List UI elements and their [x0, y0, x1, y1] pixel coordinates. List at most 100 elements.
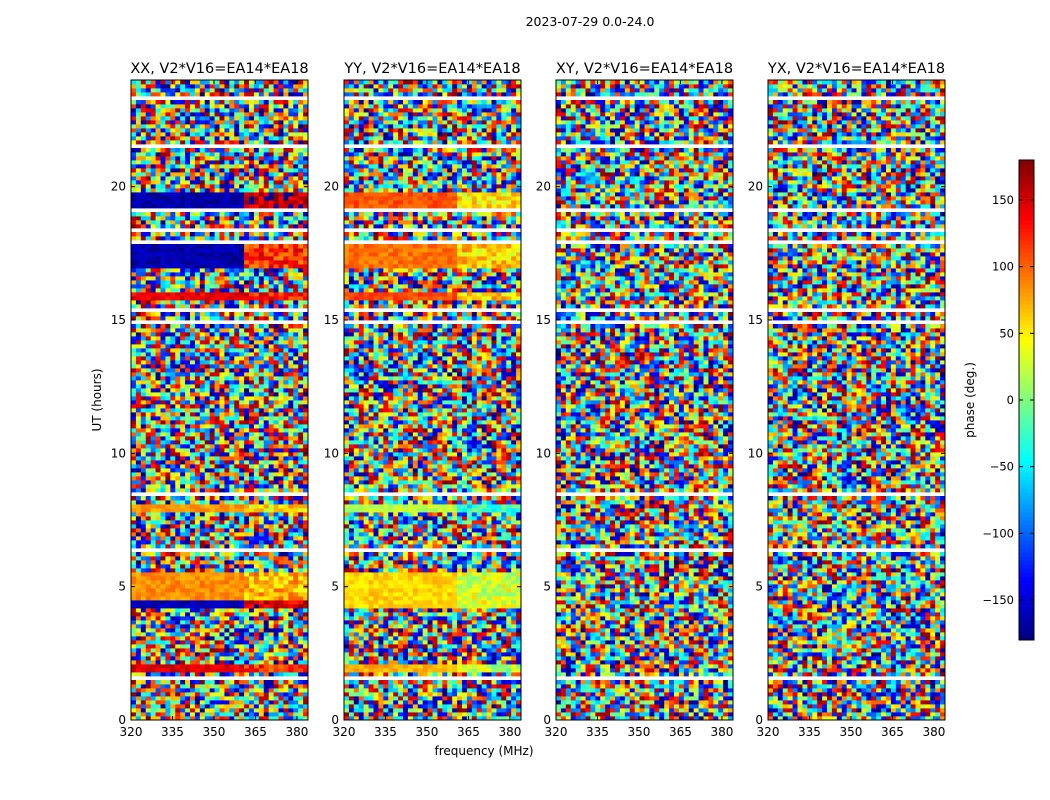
heatmap-cell — [268, 164, 274, 169]
heatmap-cell — [253, 232, 260, 237]
heatmap-cell — [273, 612, 279, 617]
heatmap-cell — [288, 444, 294, 449]
heatmap-cell — [199, 568, 206, 573]
heatmap-cell — [175, 312, 181, 317]
heatmap-cell — [244, 660, 250, 665]
heatmap-cell — [185, 700, 191, 705]
heatmap-cell — [298, 616, 304, 621]
heatmap-cell — [224, 576, 230, 581]
heatmap-cell — [303, 684, 308, 689]
heatmap-cell — [180, 452, 186, 457]
heatmap-cell — [155, 692, 161, 697]
heatmap-cell — [244, 220, 250, 225]
heatmap-cell — [155, 152, 161, 157]
heatmap-cell — [131, 552, 137, 557]
heatmap-cell — [204, 364, 211, 369]
heatmap-cell — [303, 288, 308, 293]
heatmap-cell — [185, 528, 191, 533]
heatmap-cell — [185, 484, 191, 489]
heatmap-cell — [175, 168, 181, 173]
heatmap-cell — [170, 148, 176, 153]
heatmap-cell — [145, 408, 152, 413]
heatmap-cell — [253, 444, 260, 449]
heatmap-cell — [160, 464, 166, 469]
heatmap-cell — [234, 148, 240, 153]
heatmap-cell — [170, 200, 176, 205]
heatmap-cell — [170, 552, 176, 557]
heatmap-cell — [234, 272, 240, 277]
heatmap-cell — [131, 212, 137, 217]
heatmap-cell — [268, 428, 274, 433]
heatmap-cell — [249, 408, 255, 413]
heatmap-cell — [288, 356, 294, 361]
heatmap-cell — [160, 260, 166, 265]
heatmap-cell — [190, 664, 196, 669]
heatmap-cell — [150, 540, 156, 545]
heatmap-cell — [175, 204, 181, 209]
heatmap-cell — [209, 368, 215, 373]
heatmap-cell — [283, 288, 289, 293]
heatmap-cell — [140, 508, 147, 513]
heatmap-cell — [209, 196, 215, 201]
heatmap-cell — [283, 192, 289, 197]
heatmap-cell — [229, 504, 235, 509]
heatmap-cell — [160, 376, 166, 381]
heatmap-cell — [175, 664, 181, 669]
heatmap-cell — [190, 656, 196, 661]
heatmap-cell — [263, 436, 270, 441]
heatmap-cell — [170, 592, 176, 597]
heatmap-cell — [204, 692, 211, 697]
heatmap-cell — [131, 436, 137, 441]
heatmap-cell — [278, 304, 284, 309]
heatmap-cell — [219, 268, 225, 273]
heatmap-cell — [273, 284, 279, 289]
heatmap-cell — [155, 368, 161, 373]
heatmap-cell — [145, 188, 152, 193]
heatmap-cell — [249, 300, 255, 305]
heatmap-cell — [209, 584, 215, 589]
heatmap-cell — [219, 220, 225, 225]
heatmap-cell — [293, 480, 299, 485]
heatmap-cell — [288, 656, 294, 661]
heatmap-cell — [185, 628, 191, 633]
heatmap-cell — [135, 684, 142, 689]
heatmap-cell — [204, 280, 211, 285]
heatmap-cell — [214, 400, 220, 405]
heatmap-cell — [249, 172, 255, 177]
heatmap-cell — [293, 468, 299, 473]
heatmap-cell — [288, 672, 294, 677]
heatmap-cell — [298, 580, 304, 585]
heatmap-cell — [175, 500, 181, 505]
heatmap-cell — [140, 284, 147, 289]
heatmap-cell — [258, 364, 265, 369]
heatmap-cell — [199, 592, 206, 597]
heatmap-cell — [298, 544, 304, 549]
heatmap-cell — [204, 152, 211, 157]
heatmap-cell — [165, 708, 171, 713]
heatmap-cell — [204, 360, 211, 365]
heatmap-cell — [209, 340, 215, 345]
heatmap-cell — [209, 528, 215, 533]
heatmap-cell — [293, 284, 299, 289]
heatmap-cell — [150, 448, 156, 453]
heatmap-cell — [303, 532, 308, 537]
heatmap-cell — [268, 584, 274, 589]
heatmap-cell — [214, 440, 220, 445]
heatmap-cell — [199, 504, 206, 509]
heatmap-cell — [253, 224, 260, 229]
heatmap-cell — [185, 256, 191, 261]
heatmap-cell — [190, 252, 196, 257]
heatmap-cell — [234, 276, 240, 281]
heatmap-cell — [145, 180, 152, 185]
heatmap-cell — [135, 192, 142, 197]
heatmap-cell — [239, 436, 245, 441]
heatmap-cell — [293, 700, 299, 705]
heatmap-cell — [273, 212, 279, 217]
heatmap-cell — [135, 296, 142, 301]
heatmap-cell — [234, 284, 240, 289]
heatmap-cell — [298, 304, 304, 309]
heatmap-cell — [229, 556, 235, 561]
heatmap-cell — [199, 332, 206, 337]
heatmap-cell — [131, 444, 137, 449]
heatmap-cell — [219, 180, 225, 185]
